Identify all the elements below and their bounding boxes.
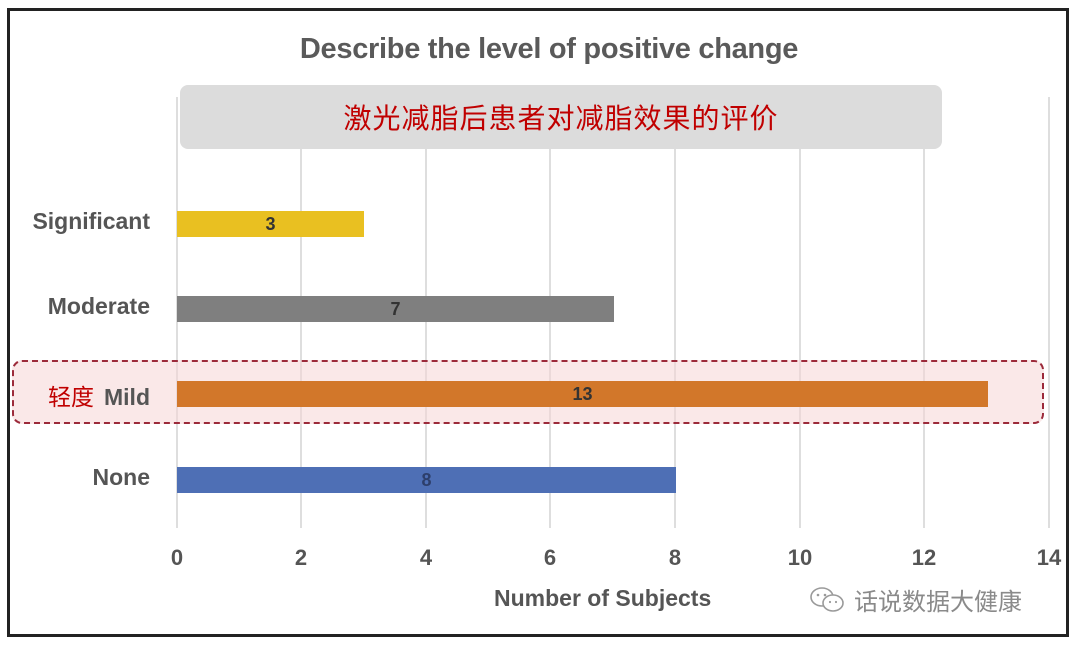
category-label-significant: Significant — [32, 208, 150, 234]
category-label-moderate: Moderate — [47, 293, 150, 319]
bar-value-moderate: 7 — [390, 298, 401, 319]
bar-value-mild: 13 — [572, 383, 593, 404]
category-label-mild-en: Mild — [104, 384, 150, 410]
x-tick-2: 2 — [294, 545, 308, 570]
x-tick-8: 8 — [668, 545, 682, 570]
x-axis-label: Number of Subjects — [494, 585, 712, 611]
bar-significant: 3 — [177, 211, 364, 237]
watermark: 话说数据大健康 — [808, 582, 1022, 617]
watermark-text: 话说数据大健康 — [854, 588, 1022, 616]
bar-none: 8 — [177, 467, 676, 493]
x-tick-10: 10 — [787, 545, 813, 570]
x-tick-0: 0 — [170, 545, 184, 570]
x-tick-12: 12 — [911, 545, 937, 570]
gridline-8 — [674, 97, 676, 528]
x-tick-14: 14 — [1036, 545, 1062, 570]
gridline-10 — [799, 97, 801, 528]
x-tick-6: 6 — [543, 545, 557, 570]
gridline-14 — [1048, 97, 1050, 528]
x-tick-4: 4 — [419, 545, 433, 570]
bar-value-none: 8 — [421, 469, 432, 490]
chart-title: Describe the level of positive change — [299, 33, 799, 65]
category-label-mild-zh: 轻度 — [48, 385, 94, 411]
banner-text: 激光减脂后患者对减脂效果的评价 — [343, 102, 779, 135]
category-label-none: None — [92, 464, 151, 490]
category-label-mild: 轻度 Mild — [0, 378, 150, 412]
gridline-12 — [923, 97, 925, 528]
bar-mild: 13 — [177, 381, 988, 407]
wechat-icon — [810, 586, 844, 612]
bar-moderate: 7 — [177, 296, 614, 322]
bar-value-significant: 3 — [265, 213, 276, 234]
chinese-subtitle-banner: 激光减脂后患者对减脂效果的评价 — [180, 85, 942, 149]
